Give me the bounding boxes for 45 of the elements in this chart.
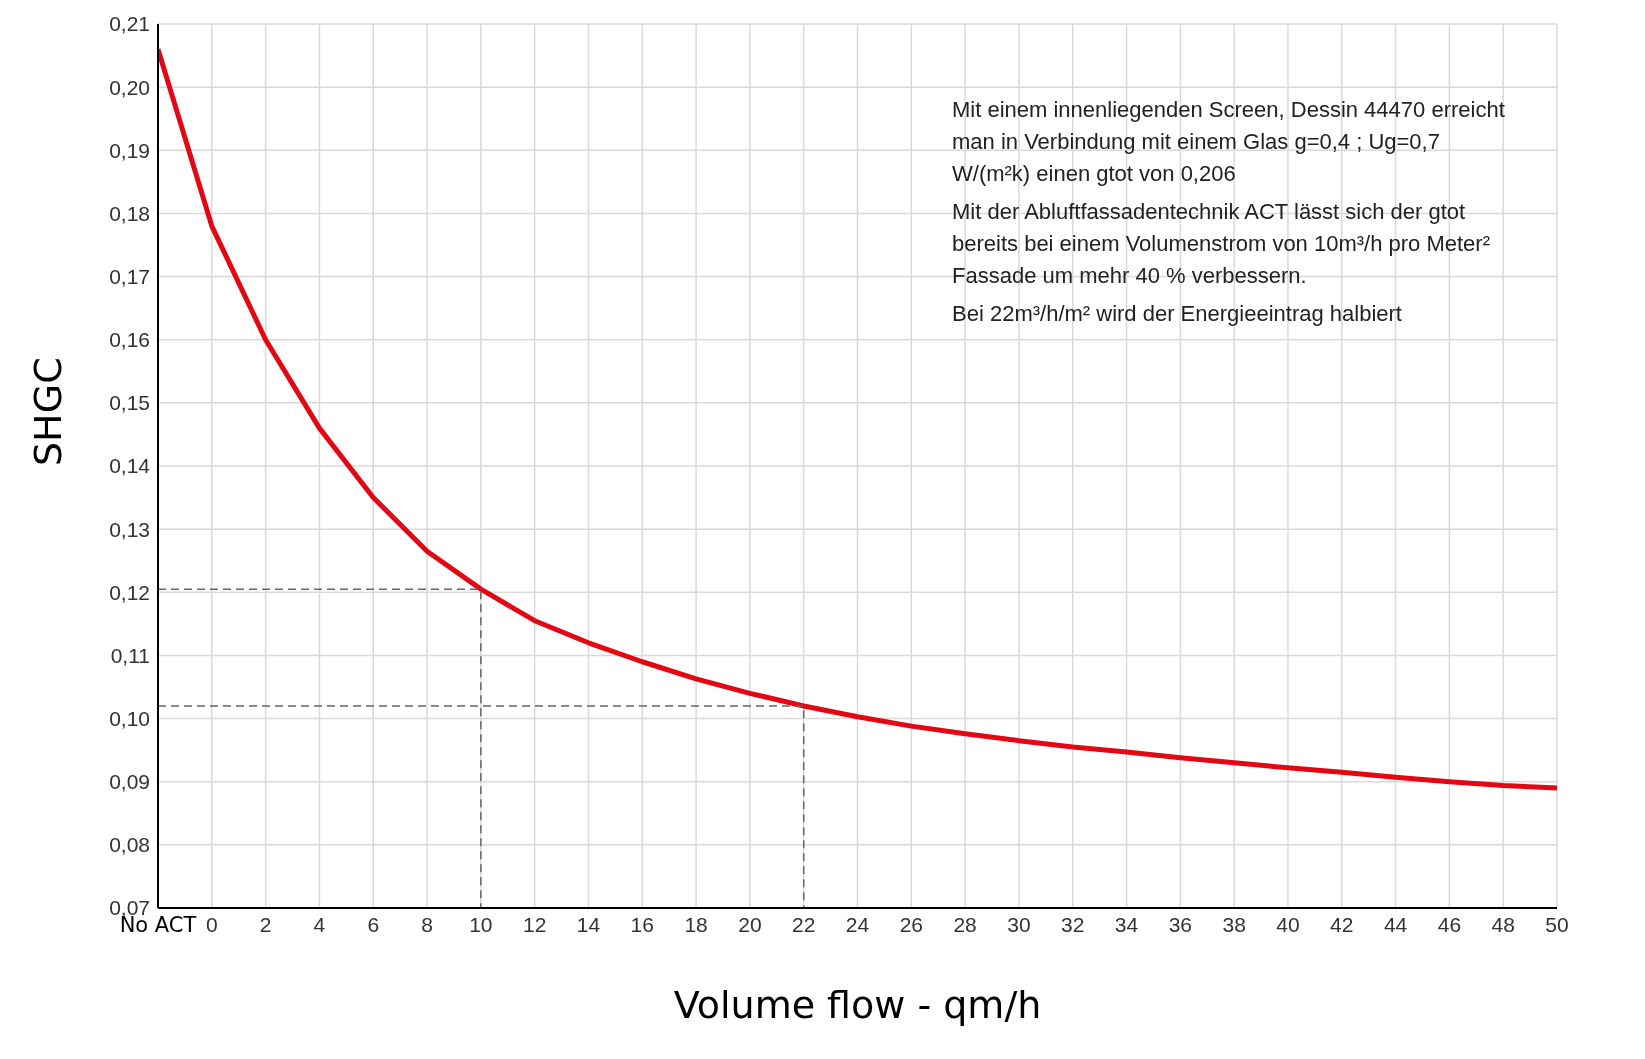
y-tick-label: 0,09	[109, 770, 150, 794]
annotation: Bei 22m³/h/m² wird der Energieeintrag halbiert	[952, 300, 1403, 328]
y-tick-label: 0,16	[109, 328, 150, 352]
x-tick-label: 2	[259, 913, 272, 936]
x-tick-label: 12	[522, 913, 547, 936]
x-tick-label: 20	[738, 913, 762, 936]
x-tick-label: 46	[1437, 913, 1462, 936]
x-tick-label: 24	[845, 913, 870, 936]
x-tick-label: 8	[421, 913, 433, 936]
y-tick-label: 0,08	[109, 833, 150, 857]
x-tick-label: 14	[576, 913, 601, 936]
y-tick-label: 0,12	[109, 580, 150, 604]
annotation: Mit einem innenliegenden Screen, Dessin 44470 erreicht man in Verbindung mit einem Glas g=0,4 ; Ug=0,7 W/(m²k) einen gtot von 0,206	[952, 96, 1506, 188]
x-tick-label: 16	[630, 913, 654, 936]
x-tick-label: 6	[367, 913, 380, 936]
x-axis-title: Volume flow - qm/h	[673, 983, 1042, 1027]
y-tick-label: 0,17	[109, 265, 150, 289]
x-tick-label: 18	[684, 913, 708, 936]
x-tick-label: 38	[1222, 913, 1246, 936]
x-tick-label: 26	[899, 913, 923, 936]
x-tick-label: 30	[1007, 913, 1031, 936]
x-tick-label: 4	[313, 913, 326, 936]
y-tick-label: 0,13	[109, 517, 150, 541]
y-tick-label: 0,21	[109, 12, 150, 36]
x-tick-label: 50	[1545, 913, 1569, 936]
annotation: Mit der Abluftfassadentechnik ACT lässt sich der gtot bereits bei einem Volumenstrom von 10m³/h pro Meter² Fassade um mehr 40 % verbessern.	[952, 198, 1491, 290]
x-tick-label: 32	[1061, 913, 1085, 936]
x-tick-label: 10	[469, 913, 493, 936]
y-tick-label: 0,18	[109, 201, 150, 225]
x-tick-label: 40	[1276, 913, 1300, 936]
y-tick-label: 0,15	[109, 391, 150, 415]
x-tick-label: 36	[1168, 913, 1193, 936]
x-tick-label: 22	[792, 913, 816, 936]
y-tick-label: 0,14	[109, 454, 151, 478]
y-tick-label: 0,11	[110, 643, 150, 667]
x-tick-label: 28	[953, 913, 977, 936]
x-tick-label: 48	[1491, 913, 1515, 936]
y-tick-label: 0,20	[109, 75, 150, 99]
x-tick-label: 44	[1383, 913, 1408, 936]
x-tick-label: 34	[1114, 913, 1139, 936]
x-tick-label: 0	[205, 913, 218, 936]
y-tick-label: 0,19	[109, 138, 150, 162]
y-tick-label: 0,10	[109, 707, 150, 731]
x-tick-label: 42	[1330, 913, 1354, 936]
y-axis-title: SHGC	[26, 357, 71, 466]
